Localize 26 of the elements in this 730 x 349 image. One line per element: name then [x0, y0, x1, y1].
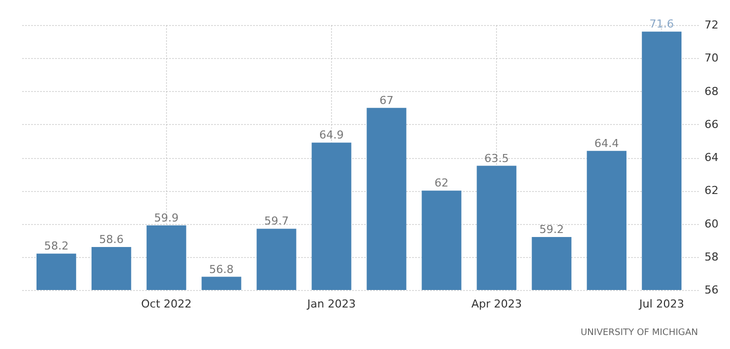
- y-tick-label: 60: [704, 217, 718, 230]
- data-label: 59.9: [154, 211, 179, 224]
- data-label: 64.9: [319, 128, 344, 142]
- x-tick-label: Jul 2023: [638, 298, 684, 310]
- data-label: 59.2: [539, 223, 564, 236]
- y-tick-label: 58: [704, 250, 718, 264]
- x-tick-label: Oct 2022: [141, 298, 192, 310]
- data-label: 62: [434, 176, 449, 190]
- text: UNIVERSITY OF MICHIGAN: [580, 328, 698, 338]
- y-tick-label: 62: [704, 184, 718, 198]
- y-tick-label: 68: [704, 84, 718, 98]
- data-label: 71.6: [649, 18, 674, 31]
- y-tick-label: 72: [704, 18, 718, 32]
- x-tick-label: Apr 2023: [471, 298, 522, 310]
- y-tick-label: 70: [704, 52, 718, 65]
- data-label: 58.2: [44, 240, 69, 253]
- data-label: 67: [380, 94, 394, 107]
- y-tick-label: 66: [704, 118, 718, 131]
- data-label: 64.4: [594, 136, 619, 150]
- y-tick-label: 56: [704, 284, 718, 296]
- x-tick-label: Jan 2023: [306, 298, 356, 310]
- y-tick-label: 64: [704, 151, 718, 164]
- data-label: 63.5: [484, 152, 509, 165]
- data-label: 56.8: [209, 262, 234, 276]
- data-label: 59.7: [264, 214, 289, 228]
- data-label: 58.6: [99, 232, 124, 246]
